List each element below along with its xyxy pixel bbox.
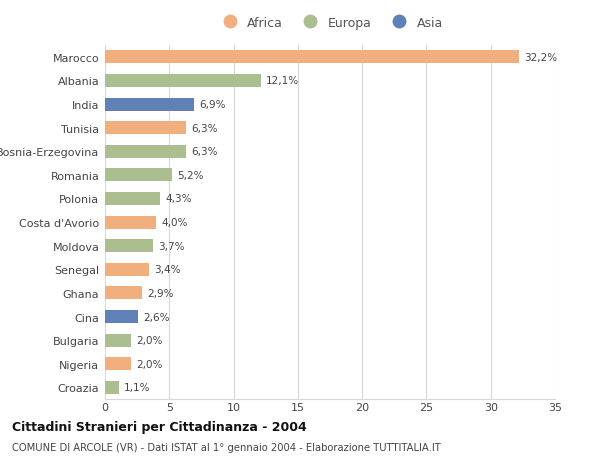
Bar xyxy=(105,75,260,88)
Text: 2,6%: 2,6% xyxy=(143,312,170,322)
Bar xyxy=(105,98,194,111)
Bar xyxy=(105,216,157,229)
Text: 32,2%: 32,2% xyxy=(524,53,557,63)
Text: 5,2%: 5,2% xyxy=(177,170,203,180)
Text: 4,3%: 4,3% xyxy=(166,194,192,204)
Bar xyxy=(105,193,160,206)
Text: 3,7%: 3,7% xyxy=(158,241,184,251)
Bar xyxy=(105,146,186,158)
Text: 2,0%: 2,0% xyxy=(136,336,162,346)
Bar xyxy=(105,334,131,347)
Text: 3,4%: 3,4% xyxy=(154,265,181,275)
Text: 12,1%: 12,1% xyxy=(266,76,299,86)
Text: 4,0%: 4,0% xyxy=(161,218,188,228)
Text: Cittadini Stranieri per Cittadinanza - 2004: Cittadini Stranieri per Cittadinanza - 2… xyxy=(12,420,307,433)
Bar xyxy=(105,169,172,182)
Text: 6,9%: 6,9% xyxy=(199,100,226,110)
Bar xyxy=(105,240,152,252)
Text: 6,3%: 6,3% xyxy=(191,123,218,134)
Bar xyxy=(105,381,119,394)
Bar xyxy=(105,358,131,370)
Text: 6,3%: 6,3% xyxy=(191,147,218,157)
Bar xyxy=(105,263,149,276)
Text: COMUNE DI ARCOLE (VR) - Dati ISTAT al 1° gennaio 2004 - Elaborazione TUTTITALIA.: COMUNE DI ARCOLE (VR) - Dati ISTAT al 1°… xyxy=(12,442,441,452)
Text: 2,0%: 2,0% xyxy=(136,359,162,369)
Bar xyxy=(105,310,139,323)
Bar xyxy=(105,51,519,64)
Legend: Africa, Europa, Asia: Africa, Europa, Asia xyxy=(212,11,448,34)
Text: 2,9%: 2,9% xyxy=(148,288,174,298)
Bar xyxy=(105,287,142,300)
Text: 1,1%: 1,1% xyxy=(124,382,151,392)
Bar xyxy=(105,122,186,135)
